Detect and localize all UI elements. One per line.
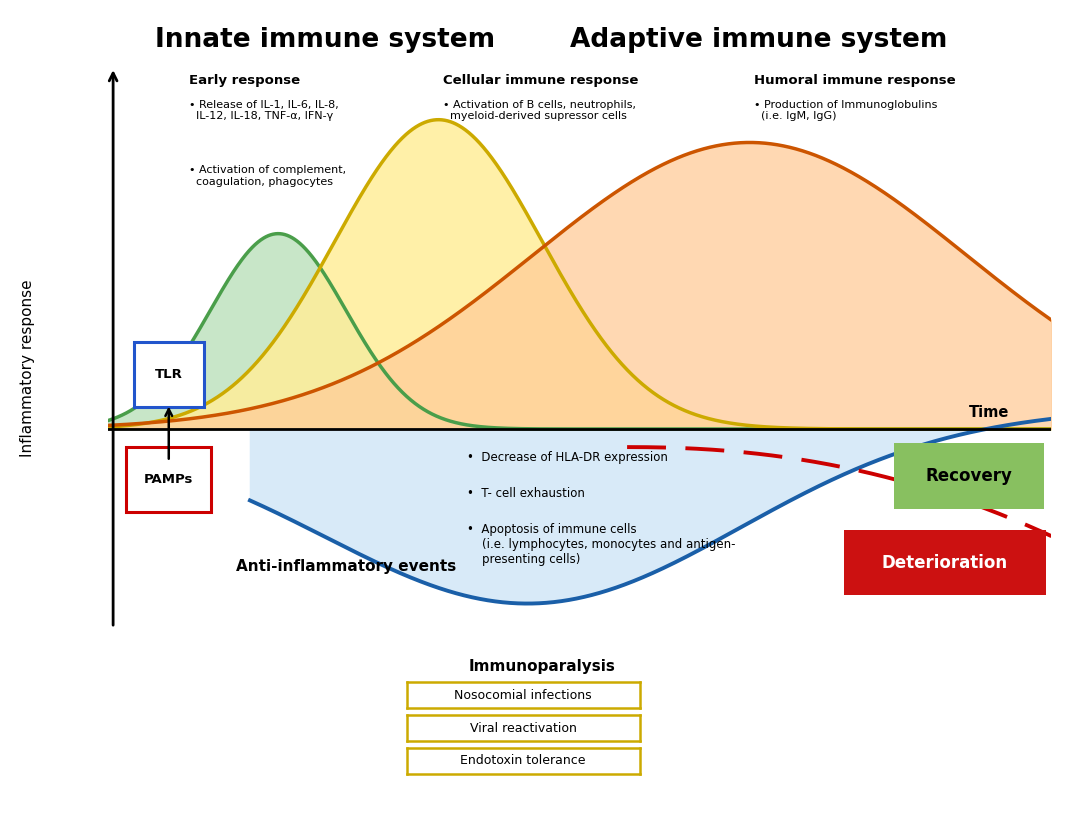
Text: • Activation of complement,
  coagulation, phagocytes: • Activation of complement, coagulation,… <box>189 165 346 187</box>
Text: Endotoxin tolerance: Endotoxin tolerance <box>461 754 585 767</box>
Text: Anti-inflammatory events: Anti-inflammatory events <box>235 559 456 574</box>
Text: Time: Time <box>969 405 1009 420</box>
Text: Deterioration: Deterioration <box>882 554 1008 572</box>
Text: TLR: TLR <box>155 369 183 381</box>
FancyBboxPatch shape <box>127 447 211 512</box>
Text: Inflammatory response: Inflammatory response <box>20 280 35 457</box>
Text: • Production of Immunoglobulins
  (i.e. IgM, IgG): • Production of Immunoglobulins (i.e. Ig… <box>754 100 938 121</box>
Text: •  T- cell exhaustion: • T- cell exhaustion <box>467 486 584 500</box>
FancyBboxPatch shape <box>133 342 204 407</box>
Text: Immunoparalysis: Immunoparalysis <box>468 659 616 674</box>
Text: PAMPs: PAMPs <box>144 473 193 486</box>
Text: Humoral immune response: Humoral immune response <box>754 75 956 88</box>
Text: Adaptive immune system: Adaptive immune system <box>570 27 947 52</box>
Text: • Activation of B cells, neutrophils,
  myeloid-derived supressor cells: • Activation of B cells, neutrophils, my… <box>443 100 636 121</box>
Text: Nosocomial infections: Nosocomial infections <box>454 689 592 702</box>
FancyBboxPatch shape <box>894 443 1044 509</box>
Text: Cellular immune response: Cellular immune response <box>443 75 638 88</box>
Text: •  Apoptosis of immune cells
    (i.e. lymphocytes, monocytes and antigen-
    p: • Apoptosis of immune cells (i.e. lympho… <box>467 523 735 566</box>
Text: •  Decrease of HLA-DR expression: • Decrease of HLA-DR expression <box>467 450 668 464</box>
FancyBboxPatch shape <box>844 530 1046 595</box>
Text: Innate immune system: Innate immune system <box>155 27 495 52</box>
Text: • Release of IL-1, IL-6, IL-8,
  IL-12, IL-18, TNF-α, IFN-γ: • Release of IL-1, IL-6, IL-8, IL-12, IL… <box>189 100 338 121</box>
Text: Viral reactivation: Viral reactivation <box>469 722 577 735</box>
Text: Recovery: Recovery <box>926 467 1012 485</box>
Text: Early response: Early response <box>189 75 299 88</box>
